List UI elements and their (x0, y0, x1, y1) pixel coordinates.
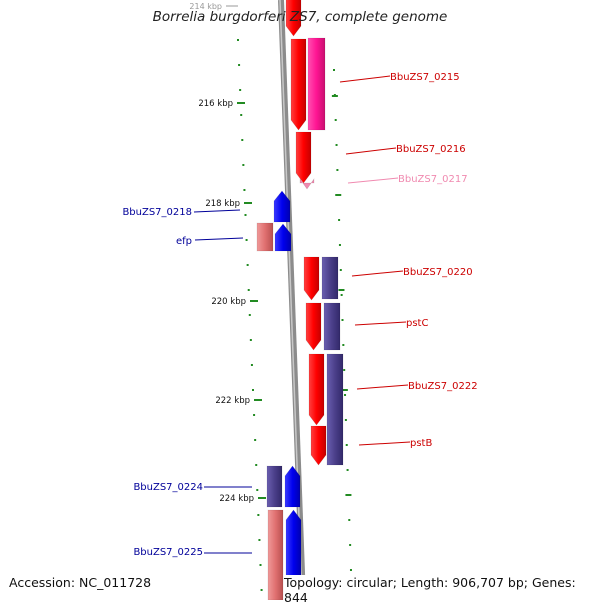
outer-dot (349, 544, 352, 546)
gene-leader-line (345, 147, 397, 155)
cds-arrow-0214 (285, 0, 302, 37)
gene-label: BbuZS7_0224 (133, 482, 203, 493)
gene-label: BbuZS7_0218 (122, 207, 192, 218)
tick-label: 224 kbp (219, 494, 254, 504)
gene-labels: BbuZS7_0215 BbuZS7_0216 BbuZS7_0217 BbuZS7_… (122, 72, 477, 558)
gene-label: pstB (410, 438, 432, 449)
outer-dot (343, 369, 346, 371)
cds-arrow-pstB (310, 425, 327, 466)
inner-dot (250, 364, 253, 366)
outer-dot (345, 444, 348, 446)
feature-0224 (266, 465, 283, 508)
inner-dot (254, 439, 257, 441)
inner-dot (247, 289, 250, 291)
outer-dot (349, 569, 352, 571)
feature-pstC (323, 302, 341, 351)
outer-dot (346, 469, 349, 471)
inner-dot (242, 164, 245, 166)
feature-efp (256, 222, 274, 252)
outer-dot (335, 144, 338, 146)
gene-label: BbuZS7_0222 (408, 381, 478, 392)
inner-dot (238, 64, 241, 66)
outer-dot (339, 269, 342, 271)
inner-dot (256, 489, 259, 491)
outer-dot (341, 319, 344, 321)
outer-dot (340, 294, 343, 296)
tick-label: 222 kbp (215, 396, 250, 406)
inner-dot (248, 314, 251, 316)
tick-label: 218 kbp (205, 199, 240, 209)
cds-arrow-pstC (305, 302, 322, 351)
gene-label: BbuZS7_0216 (396, 144, 466, 155)
feature-0222 (326, 353, 344, 466)
gene-label: BbuZS7_0220 (403, 267, 473, 278)
map-title: Borrelia burgdorferi ZS7, complete genom… (152, 9, 448, 25)
inner-dot (257, 514, 260, 516)
inner-dot (237, 39, 239, 41)
inner-dot (243, 189, 246, 191)
outer-dot (344, 394, 347, 396)
feature-0215 (307, 37, 326, 131)
tick-label: 216 kbp (198, 99, 233, 109)
gene-leader-line (339, 75, 391, 83)
outer-dot (342, 344, 345, 346)
outer-dot (333, 69, 335, 71)
cds-arrow-0220 (303, 256, 320, 301)
tick-label-clipped: 214 kbp (189, 2, 222, 11)
gene-label: BbuZS7_0225 (133, 547, 203, 558)
outer-dot (338, 219, 341, 221)
inner-dot (260, 589, 263, 591)
kbp-ticks: 216 kbp 218 kbp 220 kbp 222 kbp 224 kbp 214 k… (189, 2, 352, 504)
accession-text: Accession: NC_011728 (9, 575, 152, 590)
gene-leader-line (354, 321, 407, 326)
topology-text: Topology: circular; Length: 906,707 bp; … (284, 575, 600, 605)
gene-leader-line (194, 237, 244, 241)
inner-dot (255, 464, 258, 466)
gene-label: pstC (406, 318, 428, 329)
inner-dot (245, 239, 248, 241)
inner-dot (244, 214, 247, 216)
cds-arrow-0224 (284, 465, 301, 508)
tick-label: 220 kbp (211, 297, 246, 307)
outer-dot (334, 119, 337, 121)
outer-dot (344, 419, 347, 421)
inner-dot (246, 264, 249, 266)
gene-label: efp (176, 236, 192, 247)
gene-label: BbuZS7_0215 (390, 72, 460, 83)
gene-features (256, 0, 344, 601)
cds-arrow-0218 (273, 190, 291, 223)
inner-dot (240, 114, 243, 116)
inner-dot (259, 564, 262, 566)
inner-dot (258, 539, 261, 541)
feature-0217 (299, 178, 315, 190)
outer-dot (338, 244, 341, 246)
gene-leader-line (347, 177, 399, 184)
gene-label: BbuZS7_0217 (398, 174, 468, 185)
cds-arrow-0216 (295, 131, 312, 184)
feature-0225 (267, 509, 284, 601)
cds-arrow-0222 (308, 353, 325, 426)
gene-leader-line (193, 209, 241, 213)
inner-dot (239, 89, 242, 91)
cds-arrow-efp (274, 223, 292, 252)
gene-leader-line (351, 270, 404, 277)
gene-leader-line (358, 441, 411, 446)
inner-dot (252, 389, 254, 391)
inner-dot (249, 339, 252, 341)
inner-dot (253, 414, 256, 416)
gene-leader-line (356, 384, 409, 390)
cds-arrow-0215 (290, 38, 307, 131)
outer-dot (336, 169, 339, 171)
feature-0220 (321, 256, 339, 300)
inner-dot (241, 139, 244, 141)
outer-dot (348, 519, 351, 521)
